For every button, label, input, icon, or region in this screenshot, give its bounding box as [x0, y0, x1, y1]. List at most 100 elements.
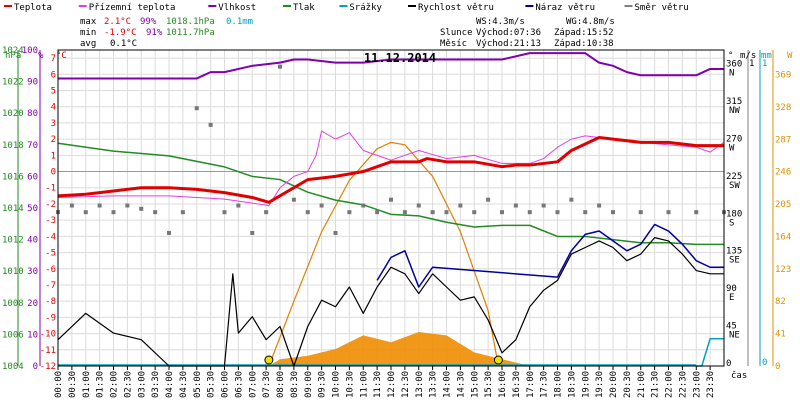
mm-axis-label: mm	[761, 51, 772, 61]
w-tick-label: 287	[775, 135, 791, 145]
wind-speed-info: WS:4.3m/s	[476, 17, 525, 27]
x-tick-label: 12:00	[387, 371, 397, 398]
sunset-marker	[493, 355, 503, 365]
wind-direction-point	[375, 210, 380, 215]
legend-entry: Směr větru	[635, 3, 689, 13]
x-tick-label: 15:30	[484, 371, 494, 398]
wind-direction-point	[500, 210, 504, 215]
stats-max-rain: 0.1mm	[226, 17, 253, 27]
c-tick-label: 1	[51, 151, 56, 161]
x-tick-label: 09:30	[318, 371, 328, 398]
stats-max-temp: 2.1°C	[104, 17, 131, 27]
c-tick-label: -10	[40, 330, 56, 340]
x-tick-label: 18:30	[567, 371, 577, 398]
x-tick-label: 08:30	[290, 371, 300, 398]
c-tick-label: -11	[40, 346, 56, 356]
x-tick-label: 01:00	[82, 371, 92, 398]
hpa-tick-label: 1020	[2, 109, 24, 119]
wind-direction-point	[264, 210, 269, 215]
deg-dir-label: SE	[729, 256, 740, 266]
stats-avg-label: avg	[80, 39, 96, 49]
deg-dir-label: N	[729, 69, 734, 79]
wind-direction-point	[250, 230, 255, 235]
hpa-axis-label: hPa	[5, 51, 21, 61]
sun-set: Západ:15:52	[554, 28, 614, 38]
wind-direction-point	[180, 210, 185, 215]
deg-tick-label: 0	[726, 359, 731, 369]
deg-tick-label: 270	[726, 134, 742, 144]
c-tick-label: 4	[51, 103, 56, 113]
wind-direction-point	[416, 203, 421, 208]
c-axis-label: °C	[56, 51, 67, 61]
w-tick-label: 0	[775, 362, 780, 372]
deg-tick-label: 90	[726, 284, 737, 294]
sun-rise: Východ:07:36	[476, 28, 541, 38]
c-tick-label: -8	[45, 297, 56, 307]
pct-tick-label: 100	[22, 46, 38, 56]
c-tick-label: 7	[51, 54, 56, 64]
w-tick-label: 205	[775, 200, 791, 210]
stats-min-label: min	[80, 28, 96, 38]
wind-direction-point	[278, 64, 282, 69]
moon-label: Měsíc	[440, 39, 467, 49]
x-tick-label: 16:30	[512, 371, 522, 398]
x-tick-label: 10:30	[345, 371, 355, 398]
wind-direction-point	[139, 206, 144, 211]
x-tick-label: 19:30	[595, 371, 605, 398]
deg-dir-label: NE	[729, 331, 740, 341]
wind-direction-point	[222, 210, 227, 215]
hpa-tick-label: 1022	[2, 78, 24, 88]
hpa-tick-label: 1012	[2, 236, 24, 246]
wind-gust-info: WG:4.8m/s	[566, 17, 615, 27]
x-tick-label: 17:00	[526, 371, 536, 398]
wind-direction-point	[83, 210, 88, 215]
stats-avg-temp: 0.1°C	[110, 39, 137, 49]
w-tick-label: 82	[775, 297, 786, 307]
x-tick-label: 06:30	[234, 371, 244, 398]
stats-max-press: 1018.1hPa	[166, 17, 215, 27]
w-tick-label: 41	[775, 330, 786, 340]
wind-direction-point	[583, 210, 588, 215]
stats-max-hum: 99%	[140, 17, 157, 27]
wind-direction-point	[291, 197, 296, 202]
wind-direction-point	[569, 197, 574, 202]
mm-tick-label: 1	[762, 59, 767, 69]
deg-tick-label: 315	[726, 97, 742, 107]
mm-tick-label: 0	[762, 358, 767, 368]
wind-direction-point	[125, 203, 130, 208]
x-tick-label: 08:00	[276, 371, 286, 398]
legend-entry: Vlhkost	[218, 3, 256, 13]
deg-tick-label: 135	[726, 247, 742, 257]
moon-set: Západ:10:38	[554, 39, 614, 49]
x-tick-label: 20:00	[609, 371, 619, 398]
wind-direction-point	[527, 210, 532, 215]
x-tick-label: 10:00	[332, 371, 342, 398]
x-tick-label: 04:30	[179, 371, 189, 398]
wind-direction-point	[111, 210, 116, 215]
w-tick-label: 328	[775, 103, 791, 113]
w-tick-label: 164	[775, 232, 791, 242]
wind-direction-point	[472, 210, 477, 215]
x-tick-label: 17:30	[540, 371, 550, 398]
c-tick-label: -5	[45, 249, 56, 259]
x-tick-label: 14:30	[456, 371, 466, 398]
series-layer	[56, 52, 726, 367]
rain-area	[58, 332, 530, 366]
deg-dir-label: E	[729, 293, 734, 303]
wind-direction-point	[666, 210, 671, 215]
x-tick-label: 15:00	[470, 371, 480, 398]
solar-line	[268, 141, 499, 367]
x-tick-label: 22:30	[678, 371, 688, 398]
x-tick-label: 21:30	[651, 371, 661, 398]
sunrise-marker	[264, 355, 274, 365]
wind-direction-point	[236, 203, 241, 208]
axes-layer: 00:00 00:30 01:00 01:30 02:00 02:30 03:00 03:30…	[2, 46, 793, 398]
deg-dir-label: W	[729, 143, 735, 153]
wind-direction-point	[333, 230, 338, 235]
x-tick-label: 20:30	[623, 371, 633, 398]
deg-tick-label: 225	[726, 172, 742, 182]
hpa-tick-label: 1014	[2, 204, 24, 214]
hpa-tick-label: 1024	[2, 46, 24, 56]
x-tick-label: 21:00	[637, 371, 647, 398]
